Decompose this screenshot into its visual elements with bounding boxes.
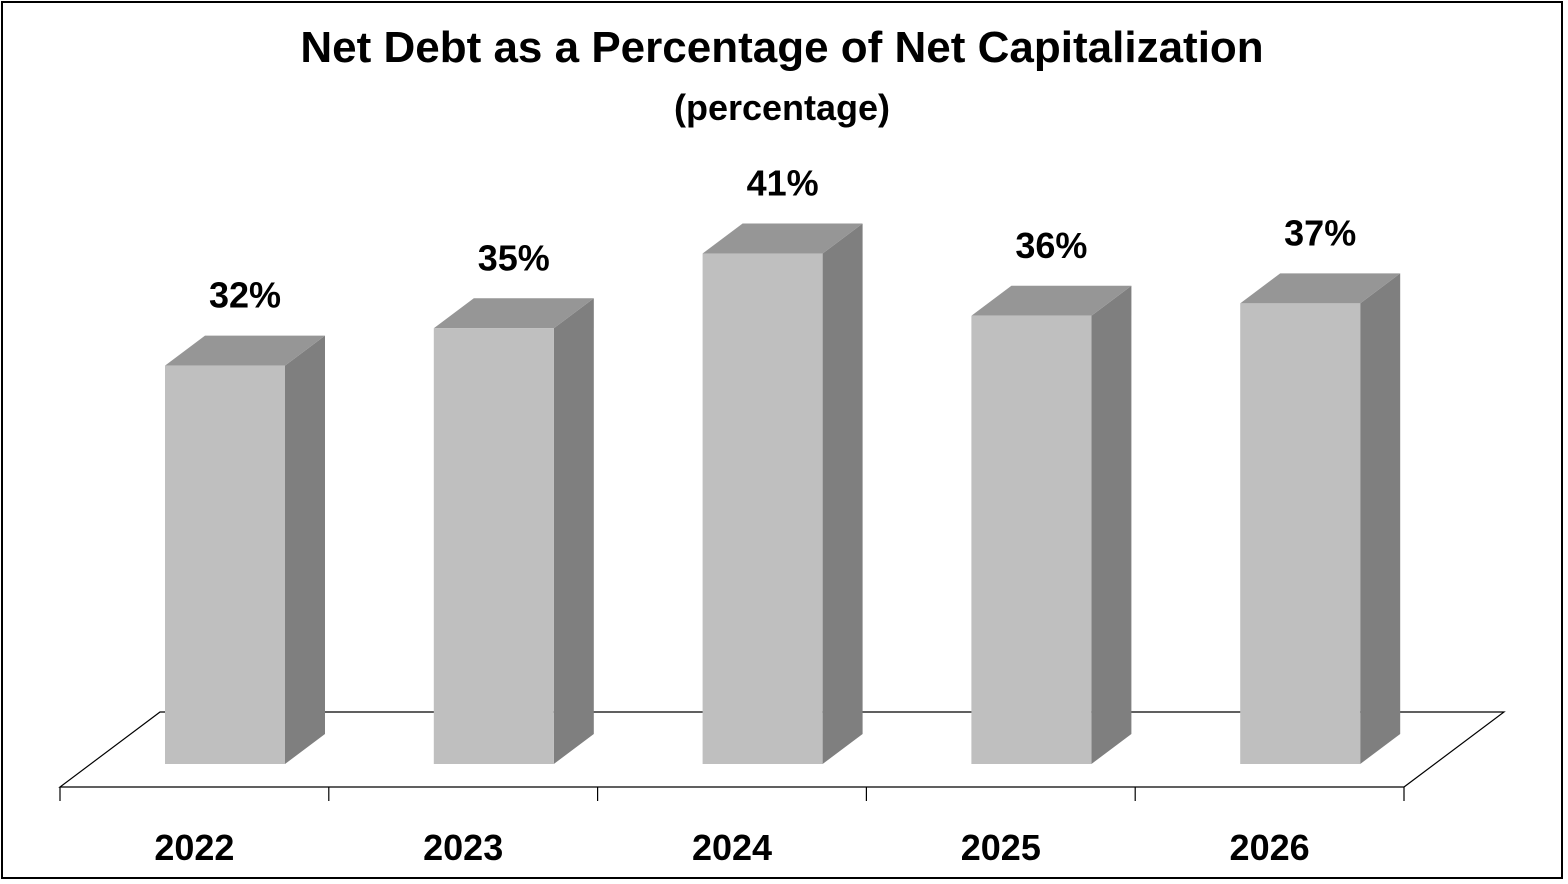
bar-group: [165, 223, 1401, 765]
bar-side: [553, 298, 594, 764]
x-tick-label: 2023: [423, 827, 503, 868]
x-tick-label: 2024: [692, 827, 772, 868]
bar: [1240, 303, 1361, 764]
bar-top: [165, 335, 325, 366]
bar-top: [1240, 273, 1401, 304]
x-tick-label: 2026: [1230, 827, 1310, 868]
data-label: 36%: [1015, 225, 1087, 266]
bar: [971, 315, 1092, 764]
bar-top: [433, 298, 594, 329]
data-label: 32%: [209, 275, 281, 316]
bar: [702, 253, 823, 765]
bar-side: [1091, 285, 1132, 764]
bar-side: [285, 335, 325, 764]
data-label: 35%: [478, 237, 550, 278]
chart-title: Net Debt as a Percentage of Net Capitali…: [300, 23, 1263, 72]
bar-top: [702, 223, 863, 254]
x-tick-label: 2025: [961, 827, 1041, 868]
data-label: 37%: [1284, 212, 1356, 253]
data-label: 41%: [747, 163, 819, 204]
bar-side: [1360, 273, 1401, 764]
bar: [433, 328, 554, 764]
bar: [165, 365, 285, 764]
bar-side: [822, 223, 863, 765]
bar-top: [971, 285, 1132, 316]
chart-subtitle: (percentage): [674, 87, 890, 128]
x-tick-label: 2022: [154, 827, 234, 868]
label-group: 32% 2022 35% 2023 41% 2024 36% 2025 37% 2026: [154, 163, 1356, 868]
